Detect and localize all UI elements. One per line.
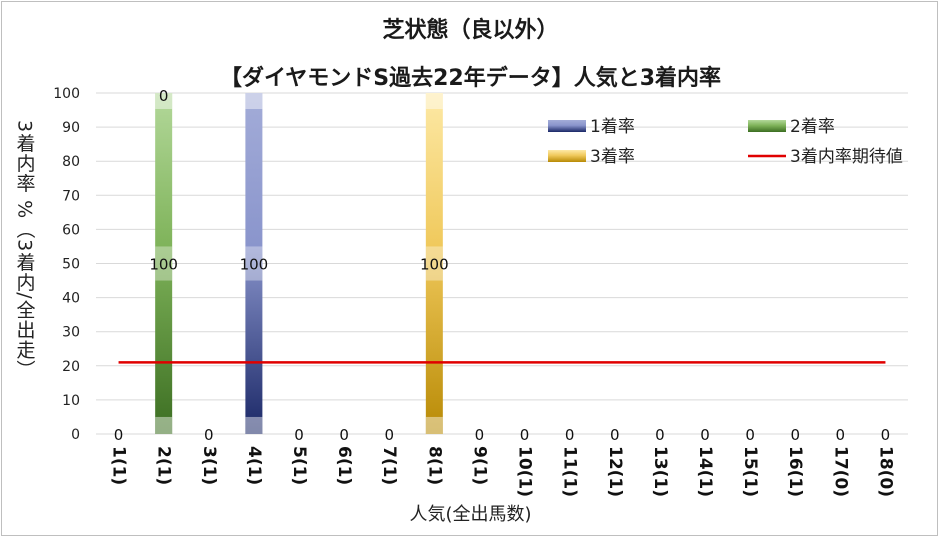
data-label: 0 — [339, 426, 349, 444]
y-tick-label: 80 — [62, 154, 80, 170]
bar-highlight-band — [245, 246, 263, 281]
bar-highlight-band — [155, 93, 173, 109]
data-label: 0 — [520, 426, 530, 444]
chart-subtitle: 【ダイヤモンドS過去22年データ】人気と3着内率 — [219, 66, 722, 91]
x-tick-label: 15(1) — [740, 446, 760, 497]
data-label: 0 — [745, 426, 755, 444]
x-tick-label: 10(1) — [515, 446, 535, 497]
y-tick-label: 70 — [62, 188, 80, 204]
data-label: 0 — [610, 426, 620, 444]
data-label: 0 — [655, 426, 665, 444]
data-label: 0 — [790, 426, 800, 444]
bar-highlight-band — [155, 416, 173, 434]
legend-swatch — [548, 150, 586, 162]
x-tick-label: 14(1) — [695, 446, 715, 497]
x-tick-label: 11(1) — [560, 446, 580, 497]
data-label: 100 — [149, 256, 178, 274]
x-tick-label: 1(1) — [109, 446, 129, 485]
data-label: 0 — [294, 426, 304, 444]
y-tick-label: 0 — [71, 427, 80, 443]
legend-swatch — [748, 120, 786, 132]
legend-label: 3着内率期待値 — [790, 147, 903, 167]
x-tick-label: 17(0) — [830, 446, 850, 497]
data-label: 0 — [114, 426, 124, 444]
x-tick-label: 12(1) — [605, 446, 625, 497]
x-tick-label: 7(1) — [379, 446, 399, 485]
x-tick-label: 16(1) — [785, 446, 805, 497]
x-tick-label: 13(1) — [650, 446, 670, 497]
x-tick-label: 18(0) — [875, 446, 895, 497]
chart-title: 芝状態（良以外） — [382, 18, 559, 43]
y-tick-label: 20 — [62, 359, 80, 375]
data-label: 0 — [475, 426, 485, 444]
data-label: 0 — [836, 426, 846, 444]
y-axis-label-box: 3着内率 %（3着内/全出走） — [8, 120, 42, 420]
bar-highlight-band — [155, 246, 173, 281]
y-tick-label: 100 — [53, 86, 80, 102]
bar — [425, 93, 443, 434]
data-label: 0 — [881, 426, 891, 444]
legend-label: 2着率 — [790, 117, 835, 137]
bar-highlight-band — [425, 416, 443, 434]
x-tick-label: 9(1) — [469, 446, 489, 485]
y-tick-label: 10 — [62, 393, 80, 409]
legend-label: 1着率 — [590, 117, 635, 137]
bar-highlight-band — [425, 93, 443, 109]
y-tick-label: 90 — [62, 120, 80, 136]
y-tick-label: 60 — [62, 222, 80, 238]
x-tick-label: 8(1) — [424, 446, 444, 485]
x-axis-label: 人気(全出馬数) — [409, 504, 532, 525]
y-tick-label: 50 — [62, 257, 80, 273]
y-axis-label: 3着内率 %（3着内/全出走） — [13, 120, 36, 380]
data-label: 0 — [159, 87, 169, 105]
bar-highlight-band — [245, 416, 263, 434]
x-tick-label: 3(1) — [199, 446, 219, 485]
bar-highlight-band — [425, 246, 443, 281]
x-tick-label: 6(1) — [334, 446, 354, 485]
bar — [245, 93, 263, 434]
data-label: 100 — [420, 256, 449, 274]
data-label: 0 — [565, 426, 575, 444]
data-label: 0 — [700, 426, 710, 444]
x-tick-label: 4(1) — [244, 446, 264, 485]
bar — [155, 93, 173, 434]
bar-highlight-band — [245, 93, 263, 109]
y-tick-label: 30 — [62, 325, 80, 341]
data-label: 0 — [204, 426, 214, 444]
y-tick-label: 40 — [62, 291, 80, 307]
data-label: 100 — [240, 256, 269, 274]
x-tick-label: 5(1) — [289, 446, 309, 485]
legend-label: 3着率 — [590, 147, 635, 167]
x-tick-label: 2(1) — [154, 446, 174, 485]
data-label: 0 — [384, 426, 394, 444]
legend-swatch — [548, 120, 586, 132]
